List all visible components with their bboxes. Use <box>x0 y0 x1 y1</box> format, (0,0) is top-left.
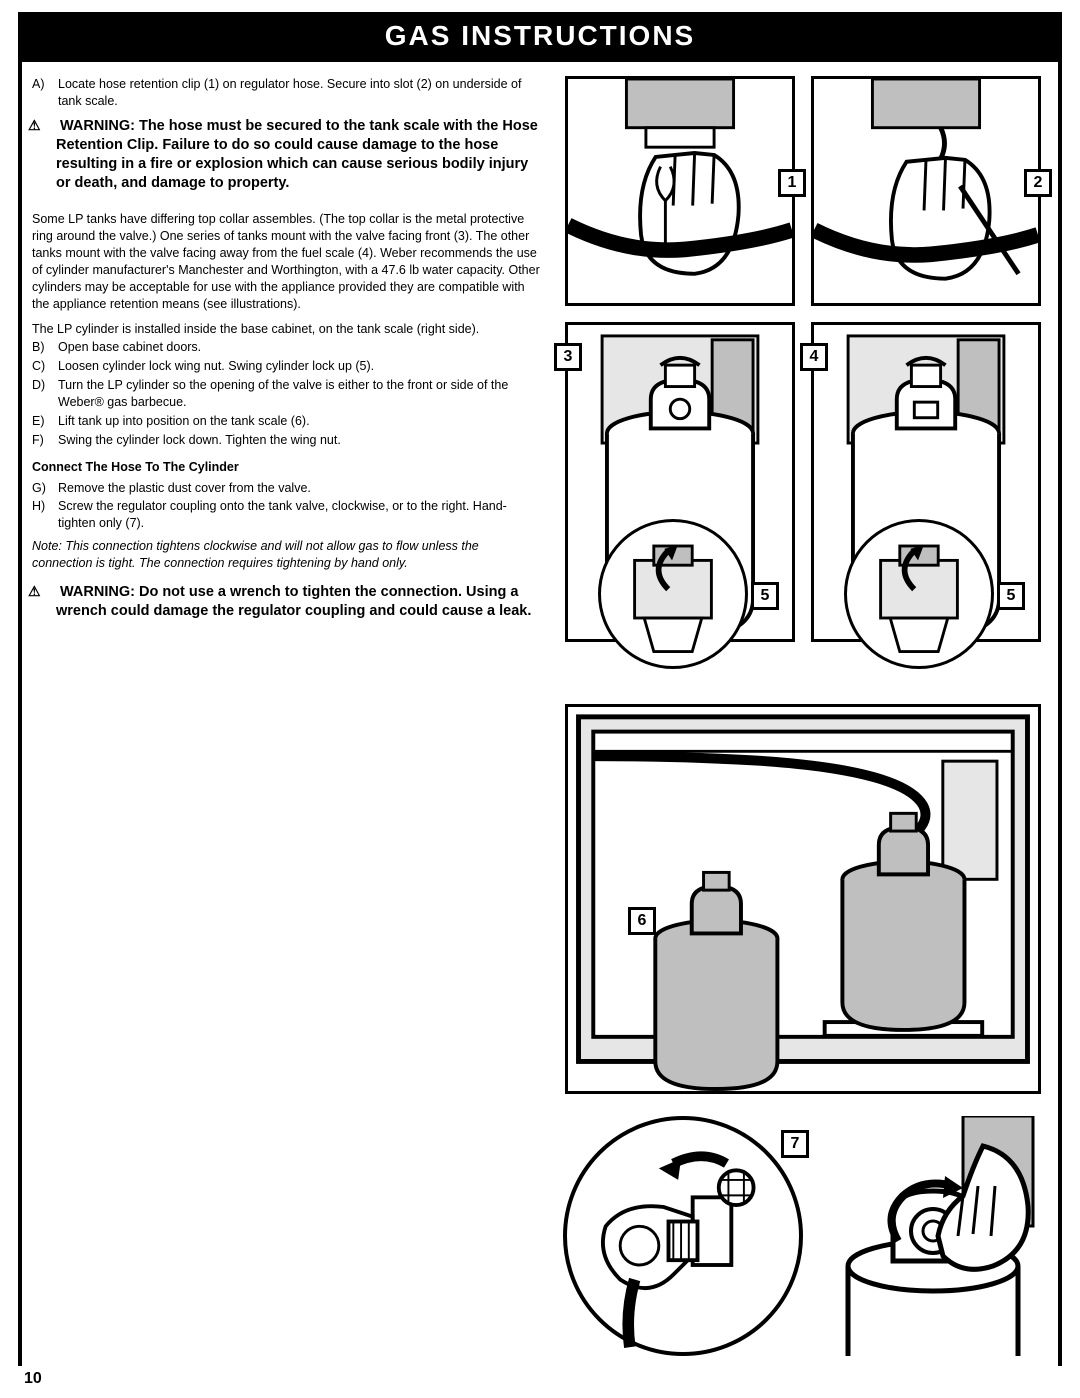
callout-7: 7 <box>781 1130 809 1158</box>
list-marker: A) <box>32 76 58 110</box>
page-header: Gas Instructions <box>18 12 1062 62</box>
list-marker: E) <box>32 413 58 430</box>
list-marker: F) <box>32 432 58 449</box>
figure-2: 2 <box>811 76 1041 306</box>
list-text: Swing the cylinder lock down. Tighten th… <box>58 432 540 449</box>
warning-icon: ⚠ <box>42 582 56 600</box>
warning-text: WARNING: Do not use a wrench to tighten … <box>56 584 531 619</box>
callout-2: 2 <box>1024 169 1052 197</box>
list-marker: B) <box>32 339 58 356</box>
figure-1: 1 <box>565 76 795 306</box>
subheading: Connect The Hose To The Cylinder <box>32 459 540 476</box>
list-marker: G) <box>32 480 58 497</box>
figure-7: 7 <box>563 1116 803 1356</box>
text-column: A)Locate hose retention clip (1) on regu… <box>22 62 540 1366</box>
list-marker: H) <box>32 498 58 532</box>
figure-3: 3 <box>565 322 795 642</box>
figure-5-inset-b: 5 <box>844 519 994 669</box>
hand-tighten-illustration <box>823 1116 1043 1356</box>
list-text: Remove the plastic dust cover from the v… <box>58 480 540 497</box>
figure-6: 6 <box>565 704 1041 1094</box>
step-list-b: B)Open base cabinet doors. C)Loosen cyli… <box>32 339 540 448</box>
list-text: Lift tank up into position on the tank s… <box>58 413 540 430</box>
callout-5: 5 <box>997 582 1025 610</box>
list-text: Locate hose retention clip (1) on regula… <box>58 76 540 110</box>
callout-1: 1 <box>778 169 806 197</box>
callout-3: 3 <box>554 343 582 371</box>
hose-hook-illustration <box>814 79 1038 303</box>
callout-5: 5 <box>751 582 779 610</box>
warning-2: ⚠ WARNING: Do not use a wrench to tighte… <box>32 578 540 631</box>
warning-text: WARNING: The hose must be secured to the… <box>56 118 538 191</box>
list-text: Open base cabinet doors. <box>58 339 540 356</box>
callout-4: 4 <box>800 343 828 371</box>
lock-detail-illustration <box>847 522 991 666</box>
callout-6: 6 <box>628 907 656 935</box>
page-number: 10 <box>18 1370 1062 1388</box>
step-list-a: A)Locate hose retention clip (1) on regu… <box>32 76 540 110</box>
list-text: Turn the LP cylinder so the opening of t… <box>58 377 540 411</box>
step-list-c: G)Remove the plastic dust cover from the… <box>32 480 540 533</box>
figure-row-bottom: 7 <box>558 1116 1048 1356</box>
list-marker: D) <box>32 377 58 411</box>
paragraph: The LP cylinder is installed inside the … <box>32 321 540 338</box>
figure-column: 1 2 <box>558 62 1058 1366</box>
figure-hand-tighten <box>823 1116 1043 1356</box>
list-text: Loosen cylinder lock wing nut. Swing cyl… <box>58 358 540 375</box>
cabinet-illustration <box>568 707 1038 1091</box>
list-text: Screw the regulator coupling onto the ta… <box>58 498 540 532</box>
figure-row-1: 1 2 <box>558 76 1048 306</box>
figure-5-inset: 5 <box>598 519 748 669</box>
figure-4: 4 5 <box>811 322 1041 642</box>
lock-detail-illustration <box>601 522 745 666</box>
list-marker: C) <box>32 358 58 375</box>
hose-clip-illustration <box>568 79 792 303</box>
warning-1: ⚠ WARNING: The hose must be secured to t… <box>32 112 540 204</box>
note: Note: This connection tightens clockwise… <box>32 538 540 572</box>
figure-row-2: 3 <box>558 322 1048 642</box>
warning-icon: ⚠ <box>42 116 56 134</box>
regulator-coupling-illustration <box>567 1120 799 1352</box>
paragraph: Some LP tanks have differing top collar … <box>32 211 540 312</box>
